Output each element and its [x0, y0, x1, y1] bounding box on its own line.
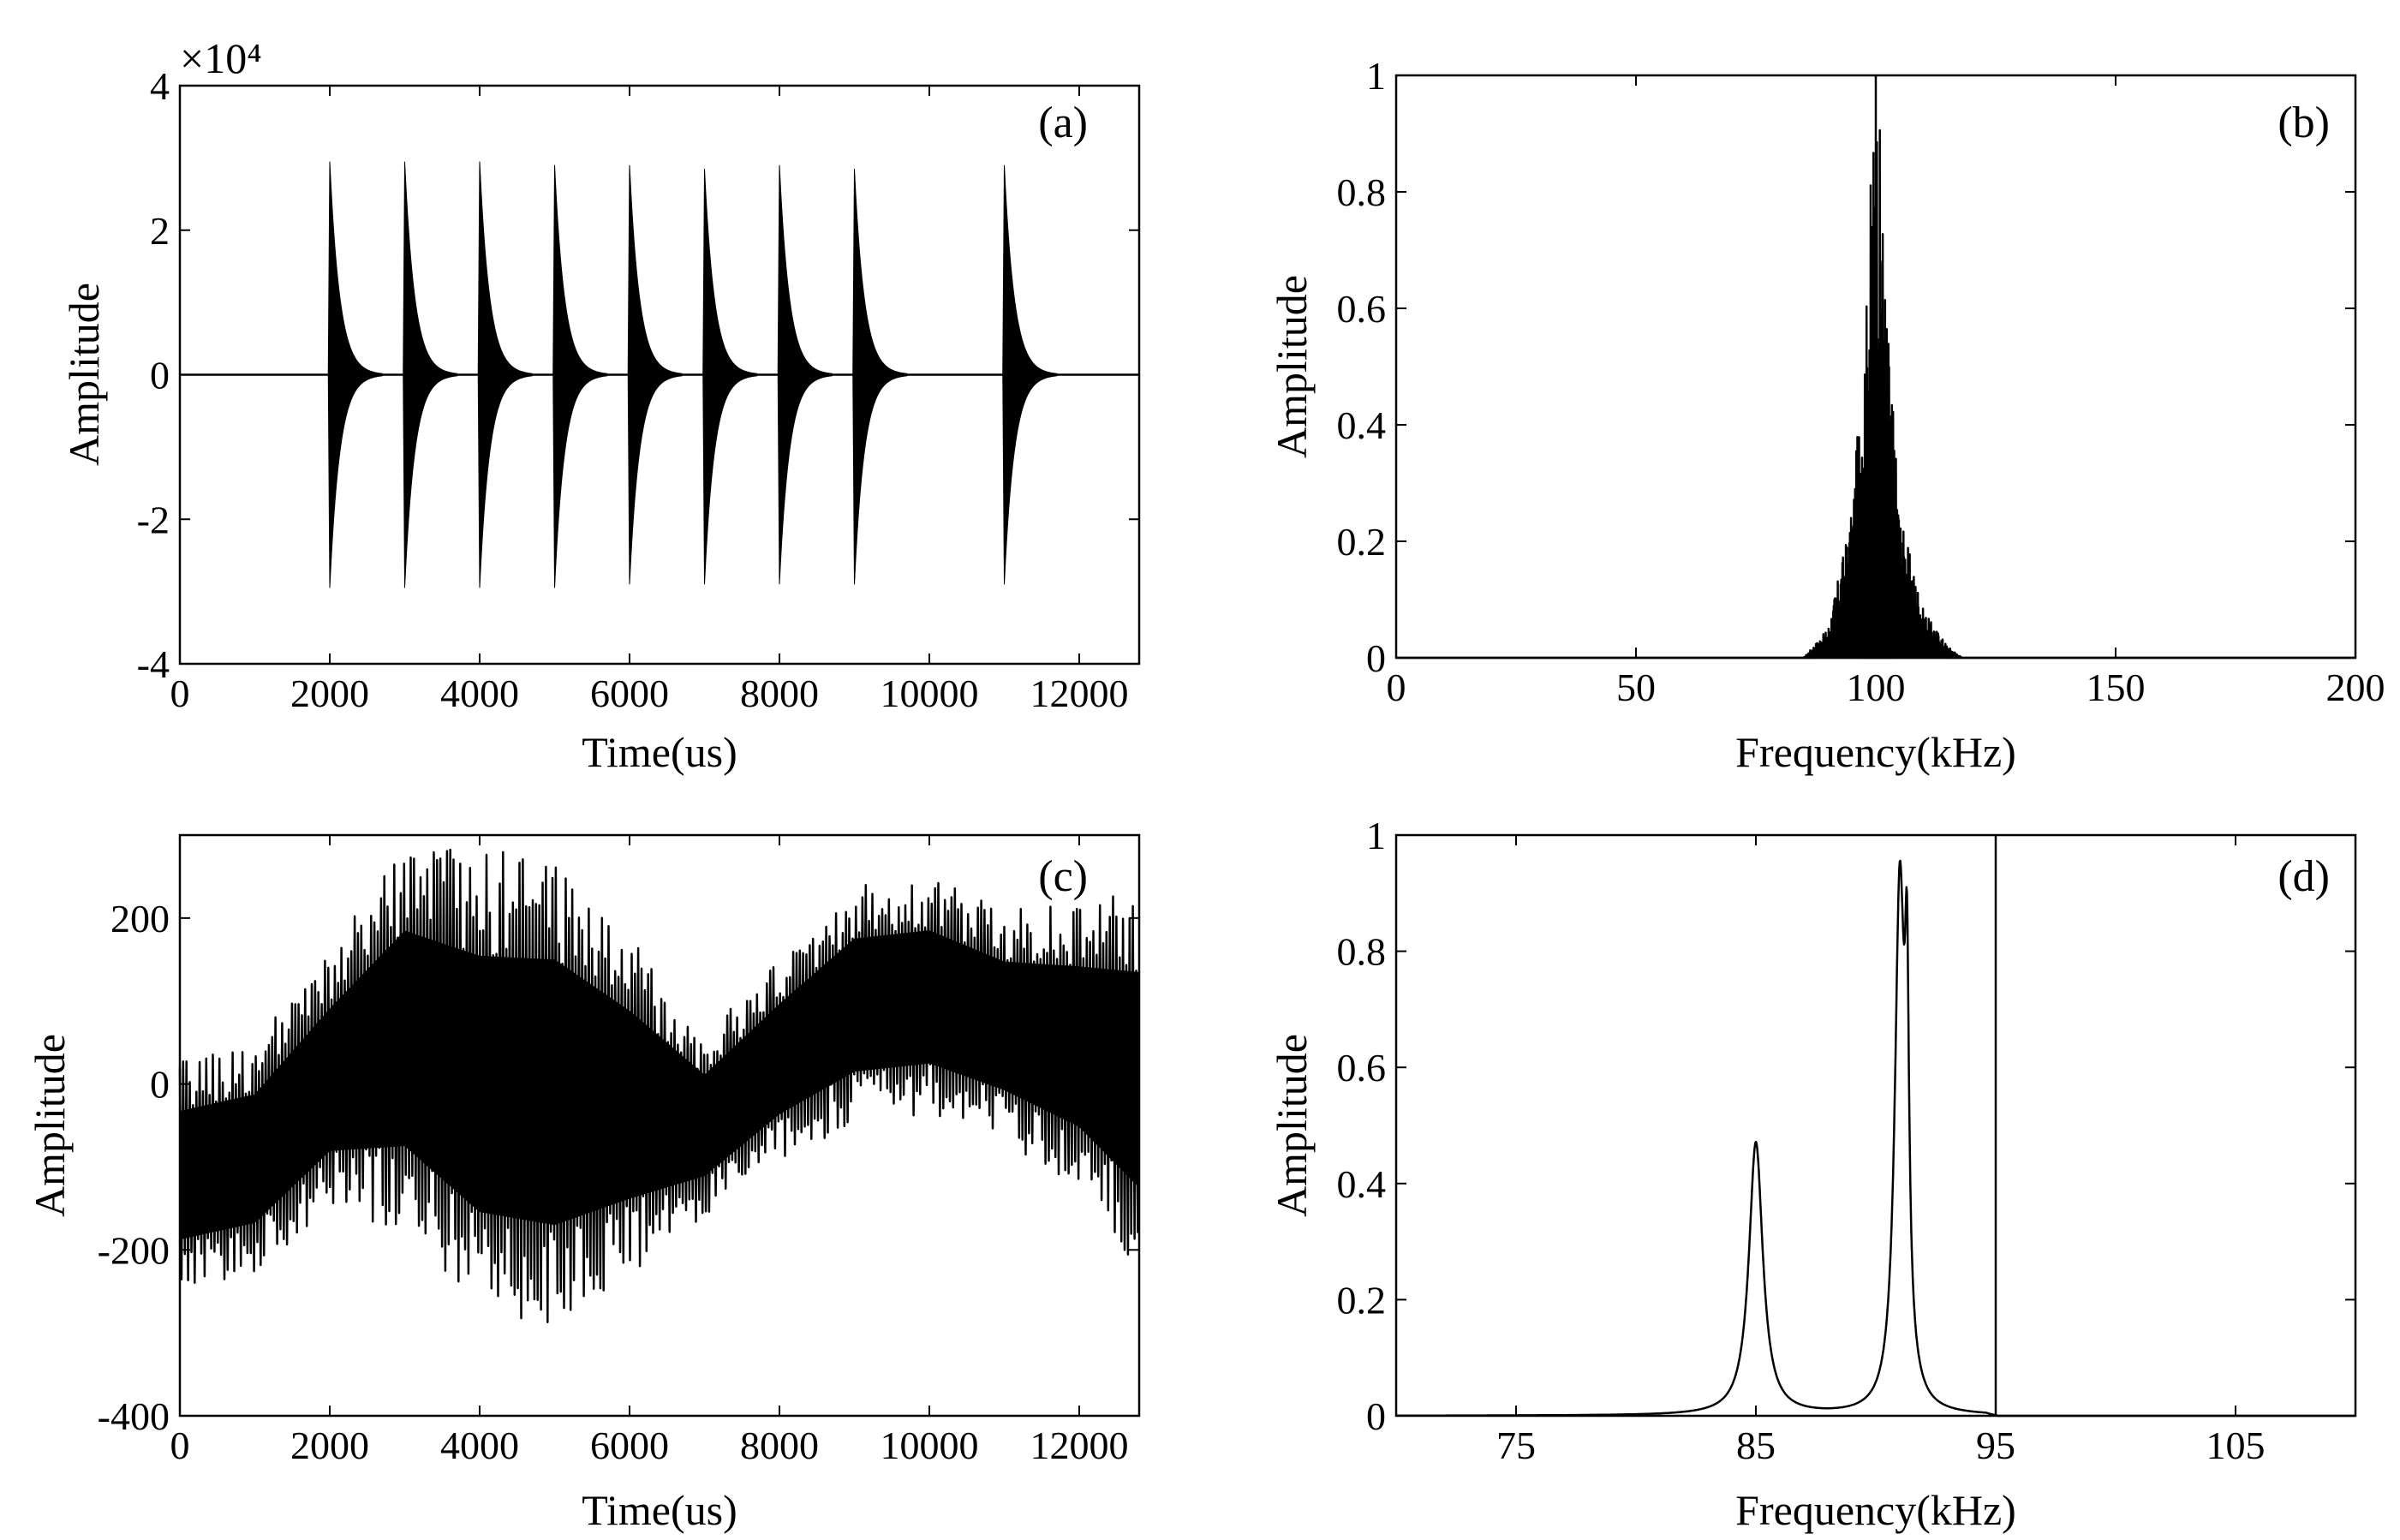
panel-a-marks: [180, 161, 1139, 588]
panel-a-ylabel: Amplitude: [60, 283, 108, 466]
x-tick-label: 10000: [881, 672, 979, 715]
panel-a-ticks: 0 2000 4000 6000 8000 10000 12000 -4 -2 0 2 4: [137, 64, 1139, 715]
burst-envelope: [1002, 164, 1058, 585]
x-tick-label: 2000: [290, 672, 369, 715]
y-tick-label: 4: [150, 64, 170, 108]
panel-c-xlabel: Time(us): [582, 1486, 737, 1534]
burst-envelope: [702, 169, 758, 585]
panel-d-label: (d): [2278, 852, 2330, 901]
x-tick-label: 8000: [740, 1424, 819, 1467]
y-tick-label: 0.6: [1337, 1046, 1387, 1089]
panel-c-frame: [178, 833, 1141, 1418]
panel-d-frame: [1394, 833, 2357, 1418]
x-tick-label: 200: [2326, 666, 2385, 709]
x-tick-label: 105: [2206, 1424, 2266, 1467]
y-tick-label: 0.2: [1337, 1278, 1387, 1322]
panel-a-exponent-label: ×10⁴: [180, 34, 262, 82]
x-tick-label: 50: [1616, 666, 1656, 709]
panel-b-label: (b): [2278, 98, 2330, 147]
burst-envelope: [327, 161, 383, 588]
y-tick-label: 0: [150, 354, 170, 397]
burst-envelope: [552, 164, 608, 588]
x-tick-label: 12000: [1030, 672, 1129, 715]
x-tick-label: 4000: [440, 672, 519, 715]
y-tick-label: 1: [1366, 814, 1386, 857]
y-tick-label: -200: [98, 1228, 170, 1272]
panel-d-ylabel: Amplitude: [1268, 1034, 1316, 1217]
panel-d-spectrum: 75 85 95 105 0 0.2 0.4 0.6 0.8 1 (d) Frequency(kH…: [1268, 814, 2357, 1534]
x-tick-label: 85: [1736, 1424, 1776, 1467]
x-tick-label: 2000: [290, 1424, 369, 1467]
y-tick-label: 0.8: [1337, 930, 1387, 974]
panel-c-marks: [178, 848, 1140, 1324]
panel-a-label: (a): [1038, 98, 1088, 147]
panel-b-spectrum: 0 50 100 150 200 0 0.2 0.4 0.6 0.8 1 (b) Frequency…: [1268, 54, 2385, 776]
x-tick-label: 4000: [440, 1424, 519, 1467]
y-tick-label: 1: [1366, 54, 1386, 98]
panel-c-time-signal: 0 2000 4000 6000 8000 10000 12000-400-2000200 …: [26, 833, 1141, 1534]
y-tick-label: 2: [150, 209, 170, 253]
y-tick-label: -4: [137, 642, 170, 686]
x-tick-label: 12000: [1030, 1424, 1129, 1467]
y-tick-label: 0: [1366, 1394, 1386, 1438]
burst-envelope: [627, 164, 683, 585]
burst-envelope: [852, 169, 908, 585]
panel-b-xlabel: Frequency(kHz): [1735, 728, 2016, 776]
y-tick-label: 0.4: [1337, 403, 1387, 447]
x-tick-label: 0: [1387, 666, 1406, 709]
y-tick-label: 200: [110, 897, 170, 940]
panel-d-marks: [1395, 835, 2356, 1418]
panel-b-ylabel: Amplitude: [1268, 275, 1316, 458]
y-tick-label: -400: [98, 1394, 170, 1438]
panel-a-xlabel: Time(us): [582, 728, 737, 776]
x-tick-label: 8000: [740, 672, 819, 715]
x-tick-label: 6000: [590, 672, 669, 715]
y-tick-label: 0.2: [1337, 520, 1387, 564]
burst-envelope: [403, 161, 458, 588]
x-tick-label: 6000: [590, 1424, 669, 1467]
x-tick-label: 10000: [881, 1424, 979, 1467]
x-tick-label: 100: [1847, 666, 1906, 709]
panel-c-ticks: 0 2000 4000 6000 8000 10000 12000 -400 -200 0 200: [98, 835, 1139, 1467]
spectrum-trace: [1395, 859, 2356, 1418]
burst-envelope: [777, 164, 833, 585]
y-tick-label: -2: [137, 498, 170, 541]
panel-b-ticks: 0 50 100 150 200 0 0.2 0.4 0.6 0.8 1: [1337, 54, 2385, 709]
x-tick-label: 0: [170, 672, 190, 715]
x-tick-label: 75: [1496, 1424, 1536, 1467]
y-tick-label: 0.8: [1337, 170, 1387, 214]
panel-d-xlabel: Frequency(kHz): [1735, 1486, 2016, 1534]
y-tick-label: 0: [150, 1063, 170, 1107]
y-tick-label: 0.6: [1337, 287, 1387, 331]
panel-d-ticks: 75 85 95 105 0 0.2 0.4 0.6 0.8 1: [1337, 814, 2355, 1467]
panel-c-ylabel: Amplitude: [26, 1034, 74, 1217]
y-tick-label: 0.4: [1337, 1162, 1387, 1206]
spectrum-core-fill: [1802, 337, 1962, 659]
panel-b-marks: [1396, 75, 2355, 660]
burst-envelope: [477, 161, 533, 588]
panel-c-label: (c): [1038, 852, 1088, 901]
x-tick-label: 0: [170, 1424, 190, 1467]
x-tick-label: 150: [2087, 666, 2146, 709]
y-tick-label: 0: [1366, 636, 1386, 680]
x-tick-label: 95: [1976, 1424, 2015, 1467]
